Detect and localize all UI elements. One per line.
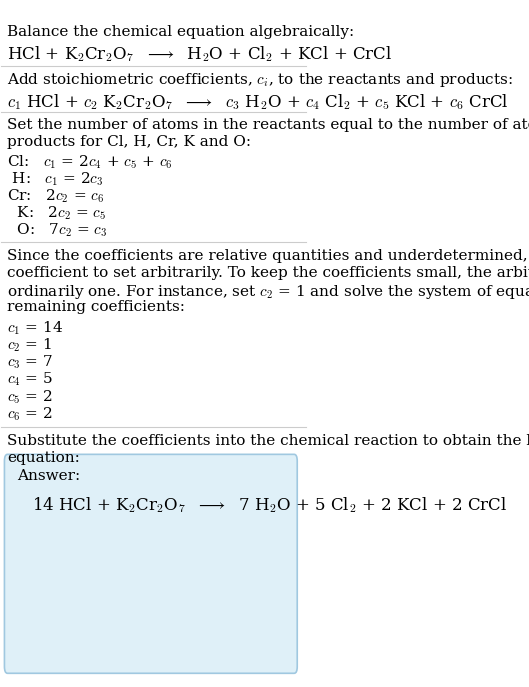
Text: O:   7$c_2$ = $c_3$: O: 7$c_2$ = $c_3$ bbox=[7, 222, 108, 239]
Text: Balance the chemical equation algebraically:: Balance the chemical equation algebraica… bbox=[7, 25, 355, 39]
Text: Answer:: Answer: bbox=[16, 469, 80, 484]
Text: coefficient to set arbitrarily. To keep the coefficients small, the arbitrary va: coefficient to set arbitrarily. To keep … bbox=[7, 266, 529, 280]
Text: products for Cl, H, Cr, K and O:: products for Cl, H, Cr, K and O: bbox=[7, 135, 252, 149]
Text: H:   $c_1$ = 2$c_3$: H: $c_1$ = 2$c_3$ bbox=[7, 170, 104, 188]
Text: equation:: equation: bbox=[7, 451, 80, 465]
Text: Substitute the coefficients into the chemical reaction to obtain the balanced: Substitute the coefficients into the che… bbox=[7, 433, 529, 448]
Text: $c_1$ = 14: $c_1$ = 14 bbox=[7, 319, 63, 337]
Text: $c_3$ = 7: $c_3$ = 7 bbox=[7, 354, 53, 372]
Text: HCl + K$_2$Cr$_2$O$_7$  $\longrightarrow$  H$_2$O + Cl$_2$ + KCl + CrCl: HCl + K$_2$Cr$_2$O$_7$ $\longrightarrow$… bbox=[7, 44, 393, 64]
Text: Cl:   $c_1$ = 2$c_4$ + $c_5$ + $c_6$: Cl: $c_1$ = 2$c_4$ + $c_5$ + $c_6$ bbox=[7, 153, 173, 171]
Text: ordinarily one. For instance, set $c_2$ = 1 and solve the system of equations fo: ordinarily one. For instance, set $c_2$ … bbox=[7, 283, 529, 302]
Text: K:   2$c_2$ = $c_5$: K: 2$c_2$ = $c_5$ bbox=[7, 205, 107, 222]
Text: Since the coefficients are relative quantities and underdetermined, choose a: Since the coefficients are relative quan… bbox=[7, 249, 529, 263]
Text: $c_4$ = 5: $c_4$ = 5 bbox=[7, 371, 53, 388]
Text: Set the number of atoms in the reactants equal to the number of atoms in the: Set the number of atoms in the reactants… bbox=[7, 117, 529, 132]
Text: $c_1$ HCl + $c_2$ K$_2$Cr$_2$O$_7$  $\longrightarrow$  $c_3$ H$_2$O + $c_4$ Cl$_: $c_1$ HCl + $c_2$ K$_2$Cr$_2$O$_7$ $\lon… bbox=[7, 91, 509, 111]
Text: $c_2$ = 1: $c_2$ = 1 bbox=[7, 337, 52, 354]
Text: Cr:   2$c_2$ = $c_6$: Cr: 2$c_2$ = $c_6$ bbox=[7, 188, 105, 205]
Text: $c_6$ = 2: $c_6$ = 2 bbox=[7, 405, 53, 423]
Text: remaining coefficients:: remaining coefficients: bbox=[7, 300, 186, 315]
Text: $c_5$ = 2: $c_5$ = 2 bbox=[7, 388, 53, 405]
Text: 14 HCl + K$_2$Cr$_2$O$_7$  $\longrightarrow$  7 H$_2$O + 5 Cl$_2$ + 2 KCl + 2 Cr: 14 HCl + K$_2$Cr$_2$O$_7$ $\longrightarr… bbox=[32, 495, 507, 515]
FancyBboxPatch shape bbox=[4, 454, 297, 673]
Text: Add stoichiometric coefficients, $c_i$, to the reactants and products:: Add stoichiometric coefficients, $c_i$, … bbox=[7, 71, 514, 89]
